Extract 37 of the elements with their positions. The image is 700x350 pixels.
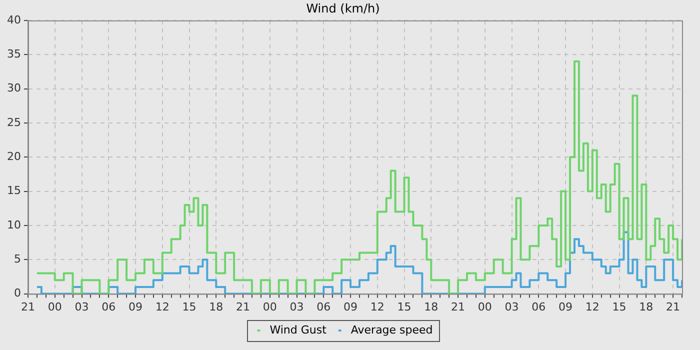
x-tick-label: 15 [182, 300, 196, 314]
x-tick-label: 21 [20, 300, 35, 314]
x-tick-label: 06 [102, 300, 116, 314]
y-tick-label: 10 [6, 218, 21, 232]
x-tick-label: 03 [504, 300, 519, 314]
x-tick-label: 06 [316, 300, 331, 314]
x-tick-label: 21 [666, 300, 680, 314]
y-tick-label: 35 [6, 47, 21, 60]
x-tick-label: 21 [451, 300, 466, 314]
x-tick-label: 18 [209, 300, 224, 314]
x-tick-label: 21 [236, 300, 250, 314]
x-tick-label: 09 [344, 300, 358, 314]
x-tick-label: 12 [585, 300, 600, 314]
x-tick-label: 15 [612, 300, 626, 314]
y-tick-label: 25 [6, 116, 21, 129]
x-tick-label: 09 [128, 300, 143, 314]
y-tick-label: 0 [14, 286, 21, 300]
legend-label: Average speed [350, 323, 433, 336]
x-tick-label: 12 [370, 300, 384, 314]
chart-title: Wind (km/h) [306, 1, 380, 16]
x-tick-label: 00 [262, 300, 277, 314]
x-tick-label: 00 [48, 300, 62, 314]
x-tick-label: 06 [532, 300, 546, 314]
x-tick-label: 00 [478, 300, 492, 314]
y-tick-label: 15 [6, 184, 21, 198]
y-tick-label: 40 [6, 13, 21, 26]
x-tick-label: 03 [74, 300, 89, 314]
x-tick-label: 18 [424, 300, 438, 314]
y-tick-label: 5 [14, 252, 21, 266]
y-tick-label: 20 [6, 150, 21, 163]
x-tick-label: 15 [397, 300, 412, 314]
y-tick-label: 30 [6, 82, 21, 95]
x-tick-label: 18 [639, 300, 654, 314]
x-tick-label: 09 [558, 300, 573, 314]
x-tick-label: 03 [290, 300, 304, 314]
legend-label: Wind Gust [270, 323, 328, 336]
x-tick-label: 12 [155, 300, 170, 314]
